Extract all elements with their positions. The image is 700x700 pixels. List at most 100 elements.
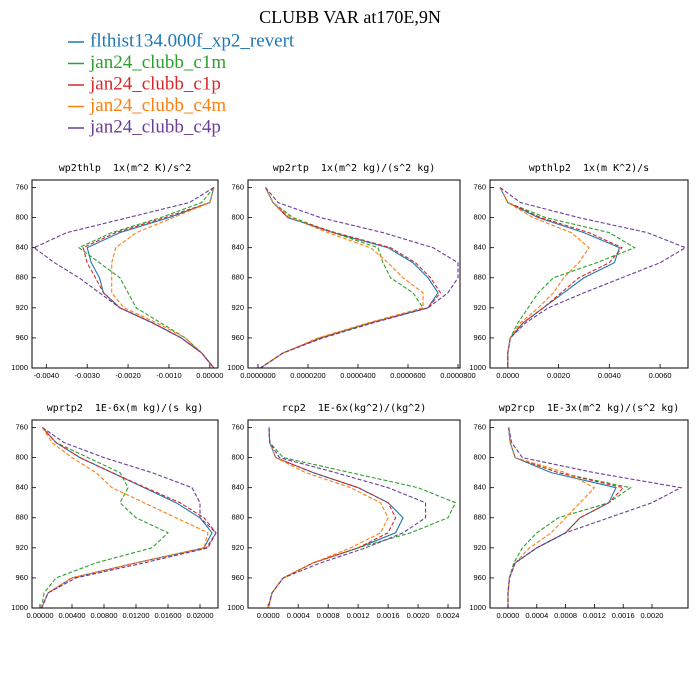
y-tick-label: 800 [231, 453, 244, 462]
y-tick-label: 840 [231, 483, 244, 492]
x-tick-label: 0.00400 [58, 611, 85, 620]
y-tick-label: 760 [15, 423, 28, 432]
x-tick-label: 0.0008 [554, 611, 577, 620]
x-tick-label: -0.0010 [156, 371, 181, 380]
y-tick-label: 1000 [469, 603, 486, 612]
y-tick-label: 880 [473, 513, 486, 522]
y-tick-label: 960 [473, 573, 486, 582]
y-tick-label: 800 [231, 213, 244, 222]
y-tick-label: 880 [15, 273, 28, 282]
x-tick-label: 0.00000 [26, 611, 53, 620]
y-tick-label: 800 [473, 453, 486, 462]
x-tick-label: 0.0020 [641, 611, 664, 620]
series-line [267, 427, 457, 608]
series-line [260, 187, 442, 368]
x-tick-label: 0.0000400 [340, 371, 375, 380]
series-line [507, 427, 683, 608]
x-tick-label: 0.0000 [497, 611, 520, 620]
plot-frame [247, 179, 461, 369]
y-tick-label: 960 [231, 573, 244, 582]
x-tick-label: 0.0004 [287, 611, 310, 620]
series-line [499, 187, 590, 368]
y-tick-label: 960 [15, 333, 28, 342]
legend-label: jan24_clubb_c1p [89, 73, 221, 94]
series-line [77, 187, 215, 368]
series-line [41, 427, 209, 608]
y-tick-label: 880 [473, 273, 486, 282]
y-tick-label: 840 [15, 483, 28, 492]
y-tick-label: 840 [473, 243, 486, 252]
series-line [260, 187, 459, 368]
y-tick-label: 880 [15, 513, 28, 522]
y-tick-label: 1000 [227, 603, 244, 612]
x-tick-label: 0.0012 [583, 611, 606, 620]
x-tick-label: 0.00000 [196, 371, 223, 380]
x-tick-label: -0.0020 [115, 371, 140, 380]
x-tick-label: -0.0030 [74, 371, 99, 380]
series-line [260, 187, 424, 368]
plot-frame [489, 179, 689, 369]
x-tick-label: 0.0000200 [290, 371, 325, 380]
x-tick-label: 0.0000800 [440, 371, 475, 380]
series-line [260, 187, 424, 368]
legend-label: jan24_clubb_c4m [89, 95, 226, 116]
x-tick-label: 0.0020 [407, 611, 430, 620]
y-tick-label: 880 [231, 273, 244, 282]
x-tick-label: 0.0020 [547, 371, 570, 380]
series-line [41, 427, 169, 608]
x-tick-label: 0.01600 [154, 611, 181, 620]
y-tick-label: 960 [231, 333, 244, 342]
x-tick-label: 0.0040 [598, 371, 621, 380]
y-tick-label: 920 [231, 303, 244, 312]
x-tick-label: 0.0004 [525, 611, 548, 620]
series-line [41, 427, 217, 608]
panel-title: wp2thlp 1x(m^2 K)/s^2 [59, 163, 191, 174]
panel-title: wp2rcp 1E-3x(m^2 kg)/(s^2 kg) [499, 403, 680, 414]
y-tick-label: 920 [231, 543, 244, 552]
plot-frame [247, 419, 461, 609]
legend-label: flthist134.000f_xp2_revert [90, 30, 295, 51]
x-tick-label: 0.02000 [186, 611, 213, 620]
y-tick-label: 1000 [11, 363, 28, 372]
y-tick-label: 760 [231, 423, 244, 432]
x-tick-label: 0.0000000 [240, 371, 275, 380]
x-tick-label: 0.01200 [122, 611, 149, 620]
plot-frame [31, 419, 219, 609]
y-tick-label: 840 [231, 243, 244, 252]
y-tick-label: 760 [15, 183, 28, 192]
series-line [111, 187, 215, 368]
y-tick-label: 1000 [11, 603, 28, 612]
y-tick-label: 760 [473, 183, 486, 192]
x-tick-label: 0.0024 [437, 611, 460, 620]
x-tick-label: -0.0040 [34, 371, 59, 380]
y-tick-label: 960 [15, 573, 28, 582]
x-tick-label: 0.0000 [496, 371, 519, 380]
y-tick-label: 920 [473, 303, 486, 312]
y-tick-label: 840 [473, 483, 486, 492]
series-line [267, 427, 427, 608]
y-tick-label: 760 [473, 423, 486, 432]
y-tick-label: 920 [15, 303, 28, 312]
panel-title: wp2rtp 1x(m^2 kg)/(s^2 kg) [273, 163, 436, 174]
x-tick-label: 0.0060 [649, 371, 672, 380]
x-tick-label: 0.0008 [317, 611, 340, 620]
y-tick-label: 920 [15, 543, 28, 552]
x-tick-label: 0.0000600 [390, 371, 425, 380]
plot-frame [489, 419, 689, 609]
legend-label: jan24_clubb_c4p [89, 116, 221, 137]
plot-frame [31, 179, 219, 369]
y-tick-label: 1000 [469, 363, 486, 372]
y-tick-label: 800 [473, 213, 486, 222]
legend-label: jan24_clubb_c1m [89, 52, 226, 73]
panel-title: wpthlp2 1x(m K^2)/s [529, 163, 649, 174]
y-tick-label: 800 [15, 453, 28, 462]
series-line [267, 427, 389, 608]
page-title: CLUBB VAR at170E,9N [259, 7, 441, 27]
x-tick-label: 0.0016 [612, 611, 635, 620]
x-tick-label: 0.00800 [90, 611, 117, 620]
x-tick-label: 0.0012 [347, 611, 370, 620]
y-tick-label: 960 [473, 333, 486, 342]
panel-title: rcp2 1E-6x(kg^2)/(kg^2) [282, 403, 427, 414]
